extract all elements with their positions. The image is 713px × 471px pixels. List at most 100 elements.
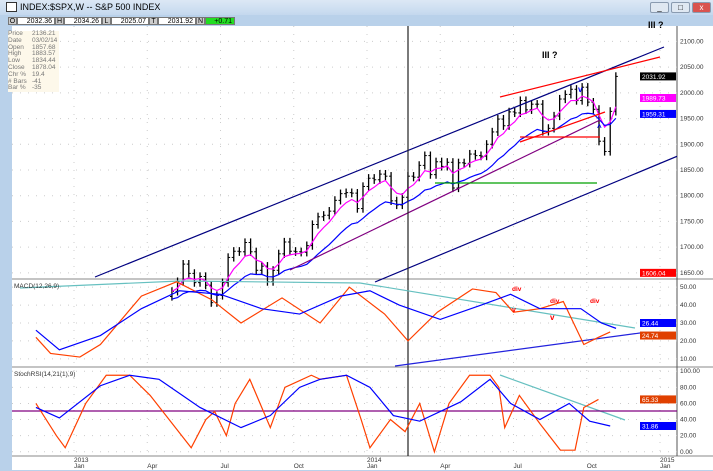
data-window-label: Close [8, 63, 25, 71]
price-bar [557, 94, 562, 121]
data-window-row: # Bars -41 [8, 77, 57, 86]
open-key: O [8, 17, 17, 25]
price-bar [192, 269, 197, 287]
price-bar [198, 272, 203, 287]
stochrsi-title: StochRSI(14,21(1),9) [14, 371, 75, 378]
x-tick-label: Jan [74, 463, 85, 470]
macd-signal-line [35, 290, 617, 351]
y-tick-label: 1650.00 [680, 270, 704, 277]
close-button[interactable]: x [692, 2, 711, 13]
price-bar [596, 105, 601, 146]
data-window-value: 1834.44 [32, 57, 56, 65]
price-axis [677, 26, 713, 456]
window-title: INDEX:$SPX,W -- S&P 500 INDEX [20, 2, 161, 12]
value-label: 65.33 [642, 397, 659, 404]
x-tick-year: 2014 [367, 457, 382, 464]
stochrsi-signal-line [35, 374, 611, 429]
high-key: H [55, 17, 64, 25]
y-tick-label: 10.00 [680, 356, 697, 363]
y-tick-label: 20.00 [680, 338, 697, 345]
price-bar [462, 158, 467, 168]
value-label: 1959.31 [642, 111, 666, 118]
data-window-value: 1878.04 [32, 63, 56, 71]
value-label-bg [640, 319, 676, 327]
net-change-value: +0.71 [205, 17, 235, 25]
chart-annotation: III ? [648, 20, 664, 30]
price-bar [535, 100, 540, 109]
y-tick-label: 30.00 [680, 320, 697, 327]
macd-trend-line [394, 332, 641, 367]
data-window-row: Low 1834.44 [8, 57, 57, 65]
y-tick-label: 100.00 [680, 368, 700, 375]
price-bar [450, 158, 455, 193]
value-label: 24.74 [642, 333, 659, 340]
open-value: 2032.36 [17, 17, 55, 25]
chart-annotation: v [578, 85, 583, 94]
x-tick-year: 2015 [660, 457, 675, 464]
value-label-bg [640, 94, 676, 102]
minimize-button[interactable]: _ [650, 2, 669, 13]
purple-trend-line [289, 119, 601, 271]
data-window-label: Open [8, 43, 24, 51]
price-bar [512, 107, 517, 118]
price-bar [287, 237, 292, 256]
value-label: 31.86 [642, 424, 659, 431]
data-window-row: Open 1857.68 [8, 43, 57, 52]
value-label-bg [640, 72, 676, 81]
price-bar [372, 174, 377, 184]
price-bar [254, 247, 259, 275]
price-bar [316, 212, 321, 229]
y-tick-label: 1950.00 [680, 116, 704, 123]
price-bar [349, 188, 354, 198]
data-window-row: Date 03/02/14 [8, 36, 57, 45]
price-bar [568, 85, 573, 99]
data-window-value: 1857.68 [32, 43, 56, 51]
data-window-label: Date [8, 36, 22, 44]
price-bar [608, 107, 613, 156]
chart-annotation: div [512, 286, 522, 293]
macd-cyan-line [19, 280, 181, 289]
y-tick-label: 1800.00 [680, 193, 704, 200]
y-tick-label: 40.00 [680, 302, 697, 309]
data-window-row: Close 1878.04 [8, 63, 57, 72]
chart-annotation: div [550, 298, 560, 305]
data-window-value: 1883.57 [32, 50, 56, 58]
x-tick-label: Apr [147, 463, 158, 470]
y-tick-label: 0.00 [680, 449, 693, 456]
lower-channel-line [374, 155, 677, 283]
price-bar [242, 238, 247, 256]
time-axis [12, 456, 713, 470]
y-tick-label: 2000.00 [680, 90, 704, 97]
price-bar [473, 149, 478, 160]
data-window: Price 2136.21 Date 03/02/14 Open 1857.68 High 1… [8, 30, 60, 93]
y-tick-label: 60.00 [680, 400, 697, 407]
chart-annotation: v [550, 313, 555, 322]
data-window-label: Price [8, 30, 23, 37]
data-window-label: High [8, 50, 22, 58]
x-tick-label: Apr [440, 463, 451, 470]
value-label: 1606.04 [642, 270, 666, 277]
price-bar [248, 238, 253, 256]
price-bar [428, 151, 433, 179]
price-bar [490, 127, 495, 149]
y-tick-label: 40.00 [680, 417, 697, 424]
price-bar [259, 262, 264, 275]
stochrsi-cyan-line [499, 374, 626, 421]
price-bar [231, 247, 236, 262]
high-value: 2034.26 [64, 17, 102, 25]
price-bar [495, 114, 500, 137]
maximize-button[interactable]: □ [671, 2, 690, 13]
price-bar [383, 170, 388, 181]
ohlc-readout: O 2032.36 H 2034.26 L 2025.07 T 2031.92 N +0.… [8, 17, 235, 25]
plot-area [12, 26, 677, 456]
price-bar [344, 188, 349, 198]
data-window-row: Chr % 19.4 [8, 71, 57, 79]
macd-macd-line [35, 281, 611, 358]
y-tick-label: 1700.00 [680, 244, 704, 251]
data-window-value: -41 [32, 77, 42, 85]
macd-cyan-line [359, 282, 636, 329]
price-bar [276, 249, 281, 275]
data-window-label: # Bars [8, 77, 27, 85]
price-bar [411, 172, 416, 182]
